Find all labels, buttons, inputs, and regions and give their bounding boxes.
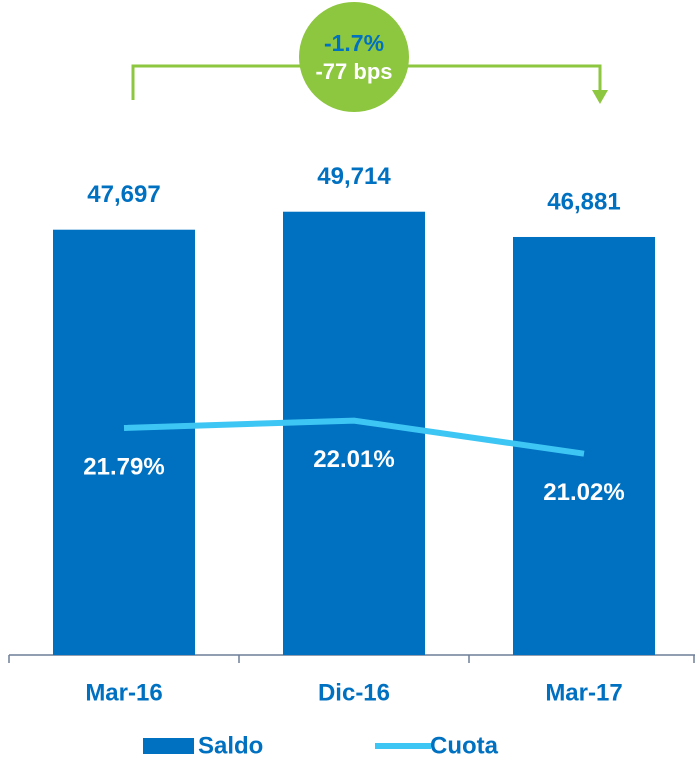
line-value-label: 21.79% bbox=[83, 453, 164, 480]
bracket-arrow bbox=[592, 90, 608, 104]
annotation: -77 bps bbox=[315, 59, 392, 84]
legend-swatch bbox=[143, 738, 194, 754]
line-value-label: 22.01% bbox=[313, 446, 394, 473]
bar-value-label: 46,881 bbox=[547, 188, 620, 215]
change-badge bbox=[299, 2, 409, 112]
change-bracket: -1.7% -77 bps bbox=[131, 2, 608, 112]
annotation: -1.7% bbox=[324, 30, 384, 56]
legend-label: Cuota bbox=[430, 732, 499, 759]
bar bbox=[53, 229, 195, 655]
x-tick-label: Dic-16 bbox=[318, 679, 390, 706]
legend-label: Saldo bbox=[198, 732, 263, 759]
bar bbox=[283, 211, 425, 655]
line-value-label: 21.02% bbox=[543, 479, 624, 506]
x-tick-label: Mar-16 bbox=[85, 679, 162, 706]
bar-value-label: 47,697 bbox=[87, 181, 160, 208]
bar-value-label: 49,714 bbox=[317, 163, 391, 190]
plot: Mar-16 Dic-16 Mar-17 47,697 49,714 46,881 21.7… bbox=[8, 163, 695, 759]
x-tick-label: Mar-17 bbox=[545, 679, 622, 706]
line bbox=[123, 417, 585, 457]
